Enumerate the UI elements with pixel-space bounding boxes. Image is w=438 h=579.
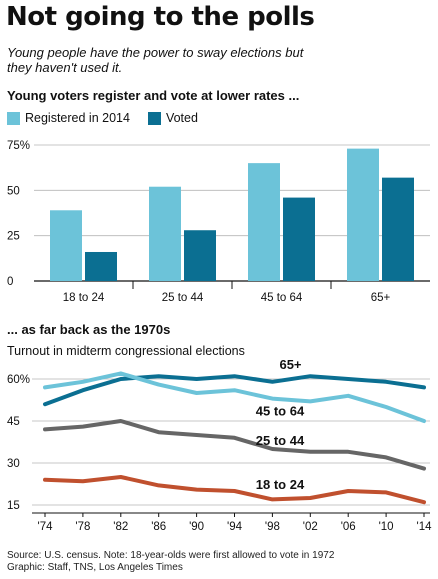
line-x-tick-label: '82 xyxy=(113,521,128,533)
line-series-label-65plus: 65+ xyxy=(279,360,301,372)
line-x-tick-label: '10 xyxy=(379,521,394,533)
line-y-tick-label: 45 xyxy=(7,416,20,428)
line-y-tick-label: 60% xyxy=(7,374,30,386)
legend-label-registered: Registered in 2014 xyxy=(25,111,130,125)
line-x-tick-label: '02 xyxy=(303,521,318,533)
line-series-label-25-to-44: 25 to 44 xyxy=(256,433,305,448)
bar-registered xyxy=(248,163,280,281)
legend-swatch-registered xyxy=(7,111,20,125)
line-x-tick-label: '14 xyxy=(417,521,433,533)
bar-voted xyxy=(382,177,414,281)
bar-y-tick-label: 0 xyxy=(7,276,13,288)
line-y-tick-label: 15 xyxy=(7,500,20,512)
line-chart: 15 30 45 60% '74 '78 '82 '86 '90 '94 '98 '02 '06 '10 '… xyxy=(7,360,433,533)
bar-category-label: 45 to 64 xyxy=(261,292,303,304)
source-note: Source: U.S. census. Note: 18-year-olds … xyxy=(7,550,335,561)
line-series-18-to-24 xyxy=(43,475,426,505)
bar-y-tick-label: 75% xyxy=(7,140,30,152)
bar-y-tick-label: 25 xyxy=(7,231,20,243)
line-x-tick-label: '94 xyxy=(227,521,243,533)
bar-voted xyxy=(283,197,315,281)
bar-registered xyxy=(149,186,181,281)
page-title: Not going to the polls xyxy=(6,2,315,32)
line-chart-caption: Turnout in midterm congressional electio… xyxy=(7,344,245,358)
legend-label-voted: Voted xyxy=(165,111,198,125)
line-x-tick-label: '86 xyxy=(151,521,166,533)
line-series-25-to-44 xyxy=(43,419,426,471)
bar-registered xyxy=(50,210,82,281)
bar-voted xyxy=(184,230,216,281)
graphic-credit: Graphic: Staff, TNS, Los Angeles Times xyxy=(7,562,183,573)
bar-category-label: 65+ xyxy=(371,292,391,304)
line-section-heading: ... as far back as the 1970s xyxy=(7,322,171,337)
line-x-tick-label: '74 xyxy=(38,521,54,533)
legend-item-registered: Registered in 2014 xyxy=(7,111,130,125)
bar-voted xyxy=(85,251,117,281)
bar-section-heading: Young voters register and vote at lower … xyxy=(7,88,300,103)
bar-legend: Registered in 2014 Voted xyxy=(7,111,216,125)
bar-registered xyxy=(347,148,379,281)
line-x-tick-label: '98 xyxy=(265,521,280,533)
bar-chart: 0 25 50 75% 18 to 24 25 to 44 45 to 64 65+ xyxy=(7,140,430,304)
line-series-label-45-to-64: 45 to 64 xyxy=(256,403,305,418)
line-x-tick-label: '06 xyxy=(341,521,356,533)
legend-swatch-voted xyxy=(147,111,161,125)
line-x-tick-label: '78 xyxy=(75,521,90,533)
bar-y-tick-label: 50 xyxy=(7,185,20,197)
legend-item-voted: Voted xyxy=(147,111,198,125)
bar-category-label: 18 to 24 xyxy=(63,292,105,304)
line-x-tick-label: '90 xyxy=(189,521,204,533)
line-series-label-18-to-24: 18 to 24 xyxy=(256,477,305,492)
bar-category-label: 25 to 44 xyxy=(162,292,204,304)
page-subtitle: Young people have the power to sway elec… xyxy=(7,45,304,75)
line-y-tick-label: 30 xyxy=(7,458,20,470)
